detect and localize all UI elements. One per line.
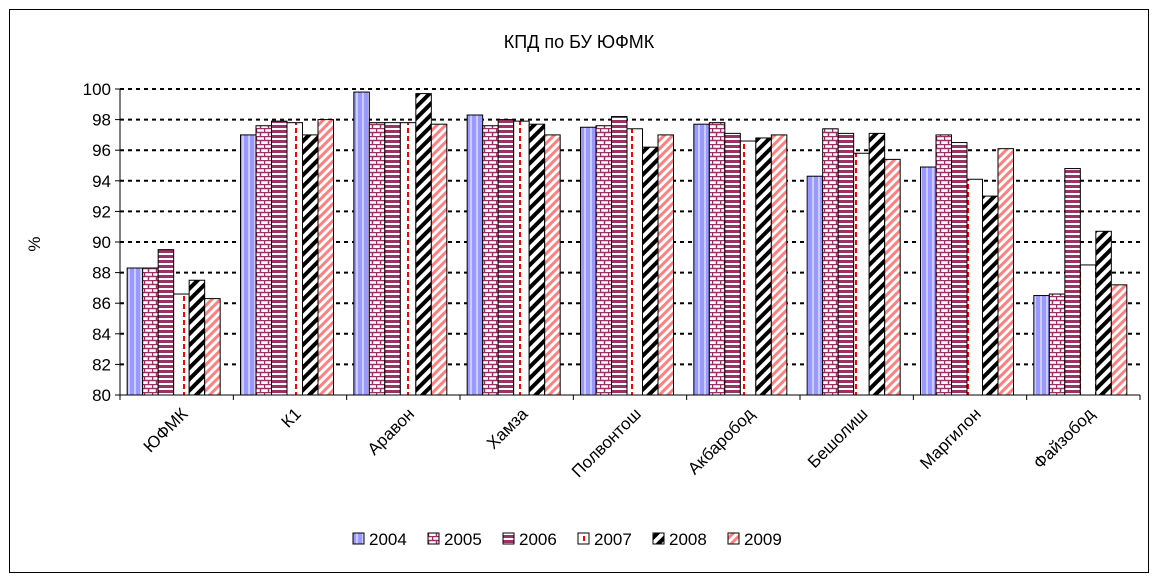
bar-2005-3 xyxy=(482,125,499,396)
bar-2009-8 xyxy=(1110,284,1128,396)
y-axis-label: % xyxy=(25,236,44,251)
legend-label-2006: 2006 xyxy=(519,530,557,549)
bar-2009-6 xyxy=(884,158,901,396)
bar-2004-4 xyxy=(580,126,597,396)
legend-label-2005: 2005 xyxy=(444,530,482,549)
bar-2004-2 xyxy=(353,91,370,396)
bar-2008-8 xyxy=(1095,230,1112,396)
bar-2004-6 xyxy=(806,175,824,396)
bar-2009-4 xyxy=(657,134,674,396)
legend-label-2004: 2004 xyxy=(369,530,407,549)
legend-swatch-2009 xyxy=(727,532,740,545)
legend-swatch-2008 xyxy=(652,532,665,545)
y-tick-label: 90 xyxy=(92,233,111,252)
bar-2007-0 xyxy=(173,293,190,396)
y-tick-label: 86 xyxy=(92,294,111,313)
bar-2006-7 xyxy=(951,142,968,396)
bar-2004-5 xyxy=(693,123,710,396)
y-tick-label: 92 xyxy=(92,202,111,221)
bar-2008-2 xyxy=(415,93,432,396)
bar-2004-8 xyxy=(1033,295,1050,396)
legend-swatch-2005 xyxy=(427,532,440,545)
bar-2005-5 xyxy=(708,122,726,396)
y-tick-label: 94 xyxy=(92,172,111,191)
legend: 2004 2005 2006 2007 2008 2009 xyxy=(352,530,782,549)
bar-2007-6 xyxy=(853,152,870,396)
y-tick-label: 100 xyxy=(83,80,111,99)
bar-2008-4 xyxy=(642,146,659,396)
y-tick-labels: 80 82 84 86 88 90 92 94 96 98 100 xyxy=(83,80,111,405)
bar-2008-5 xyxy=(755,137,772,396)
bar-2009-1 xyxy=(317,119,334,396)
bar-2007-1 xyxy=(286,122,303,396)
bar-2008-1 xyxy=(302,134,319,396)
legend-label-2008: 2008 xyxy=(669,530,707,549)
bar-2006-3 xyxy=(497,119,515,396)
y-tick-label: 84 xyxy=(92,325,111,344)
bar-2007-2 xyxy=(399,122,417,396)
legend-label-2009: 2009 xyxy=(744,530,782,549)
y-tick-label: 98 xyxy=(92,111,111,130)
bar-2005-4 xyxy=(595,125,612,396)
bar-2006-6 xyxy=(837,132,855,396)
bar-2004-0 xyxy=(126,267,144,396)
axes xyxy=(115,88,1141,400)
legend-swatch-2004 xyxy=(352,532,365,545)
bar-2008-6 xyxy=(868,132,886,396)
bar-2005-6 xyxy=(822,128,839,396)
legend-label-2007: 2007 xyxy=(594,530,632,549)
bar-2009-5 xyxy=(770,134,788,396)
bar-2004-7 xyxy=(920,166,937,396)
bar-2007-5 xyxy=(739,140,757,396)
bar-2008-0 xyxy=(188,279,206,396)
bar-2009-7 xyxy=(997,148,1014,396)
y-tick-label: 88 xyxy=(92,264,111,283)
bar-2007-7 xyxy=(966,178,983,396)
bar-2008-3 xyxy=(528,123,546,396)
legend-swatch-2006 xyxy=(502,532,515,545)
y-tick-label: 80 xyxy=(92,386,111,405)
bar-2007-3 xyxy=(513,120,530,396)
bar-2006-1 xyxy=(271,120,288,396)
y-tick-label: 96 xyxy=(92,141,111,160)
bar-2006-0 xyxy=(157,249,175,396)
bar-2007-4 xyxy=(626,128,643,396)
bar-2005-2 xyxy=(368,122,386,396)
bar-2006-8 xyxy=(1064,168,1081,396)
bar-2007-8 xyxy=(1079,264,1097,396)
bars xyxy=(126,91,1128,396)
y-tick-label: 82 xyxy=(92,355,111,374)
bar-2009-2 xyxy=(430,123,448,396)
bar-2009-3 xyxy=(544,134,561,396)
chart-title: КПД по БУ ЮФМК xyxy=(504,32,655,52)
bar-2005-8 xyxy=(1048,293,1066,396)
bar-2005-0 xyxy=(142,267,159,396)
bar-2006-4 xyxy=(611,116,628,396)
bar-2004-1 xyxy=(240,134,257,396)
bar-2005-7 xyxy=(935,134,952,396)
bar-2009-0 xyxy=(204,298,221,396)
bar-2006-5 xyxy=(724,132,741,396)
bar-2008-7 xyxy=(982,195,999,396)
bar-2004-3 xyxy=(466,114,484,396)
bar-2005-1 xyxy=(255,125,272,396)
legend-swatch-2007 xyxy=(577,532,590,545)
bar-2006-2 xyxy=(384,122,401,396)
